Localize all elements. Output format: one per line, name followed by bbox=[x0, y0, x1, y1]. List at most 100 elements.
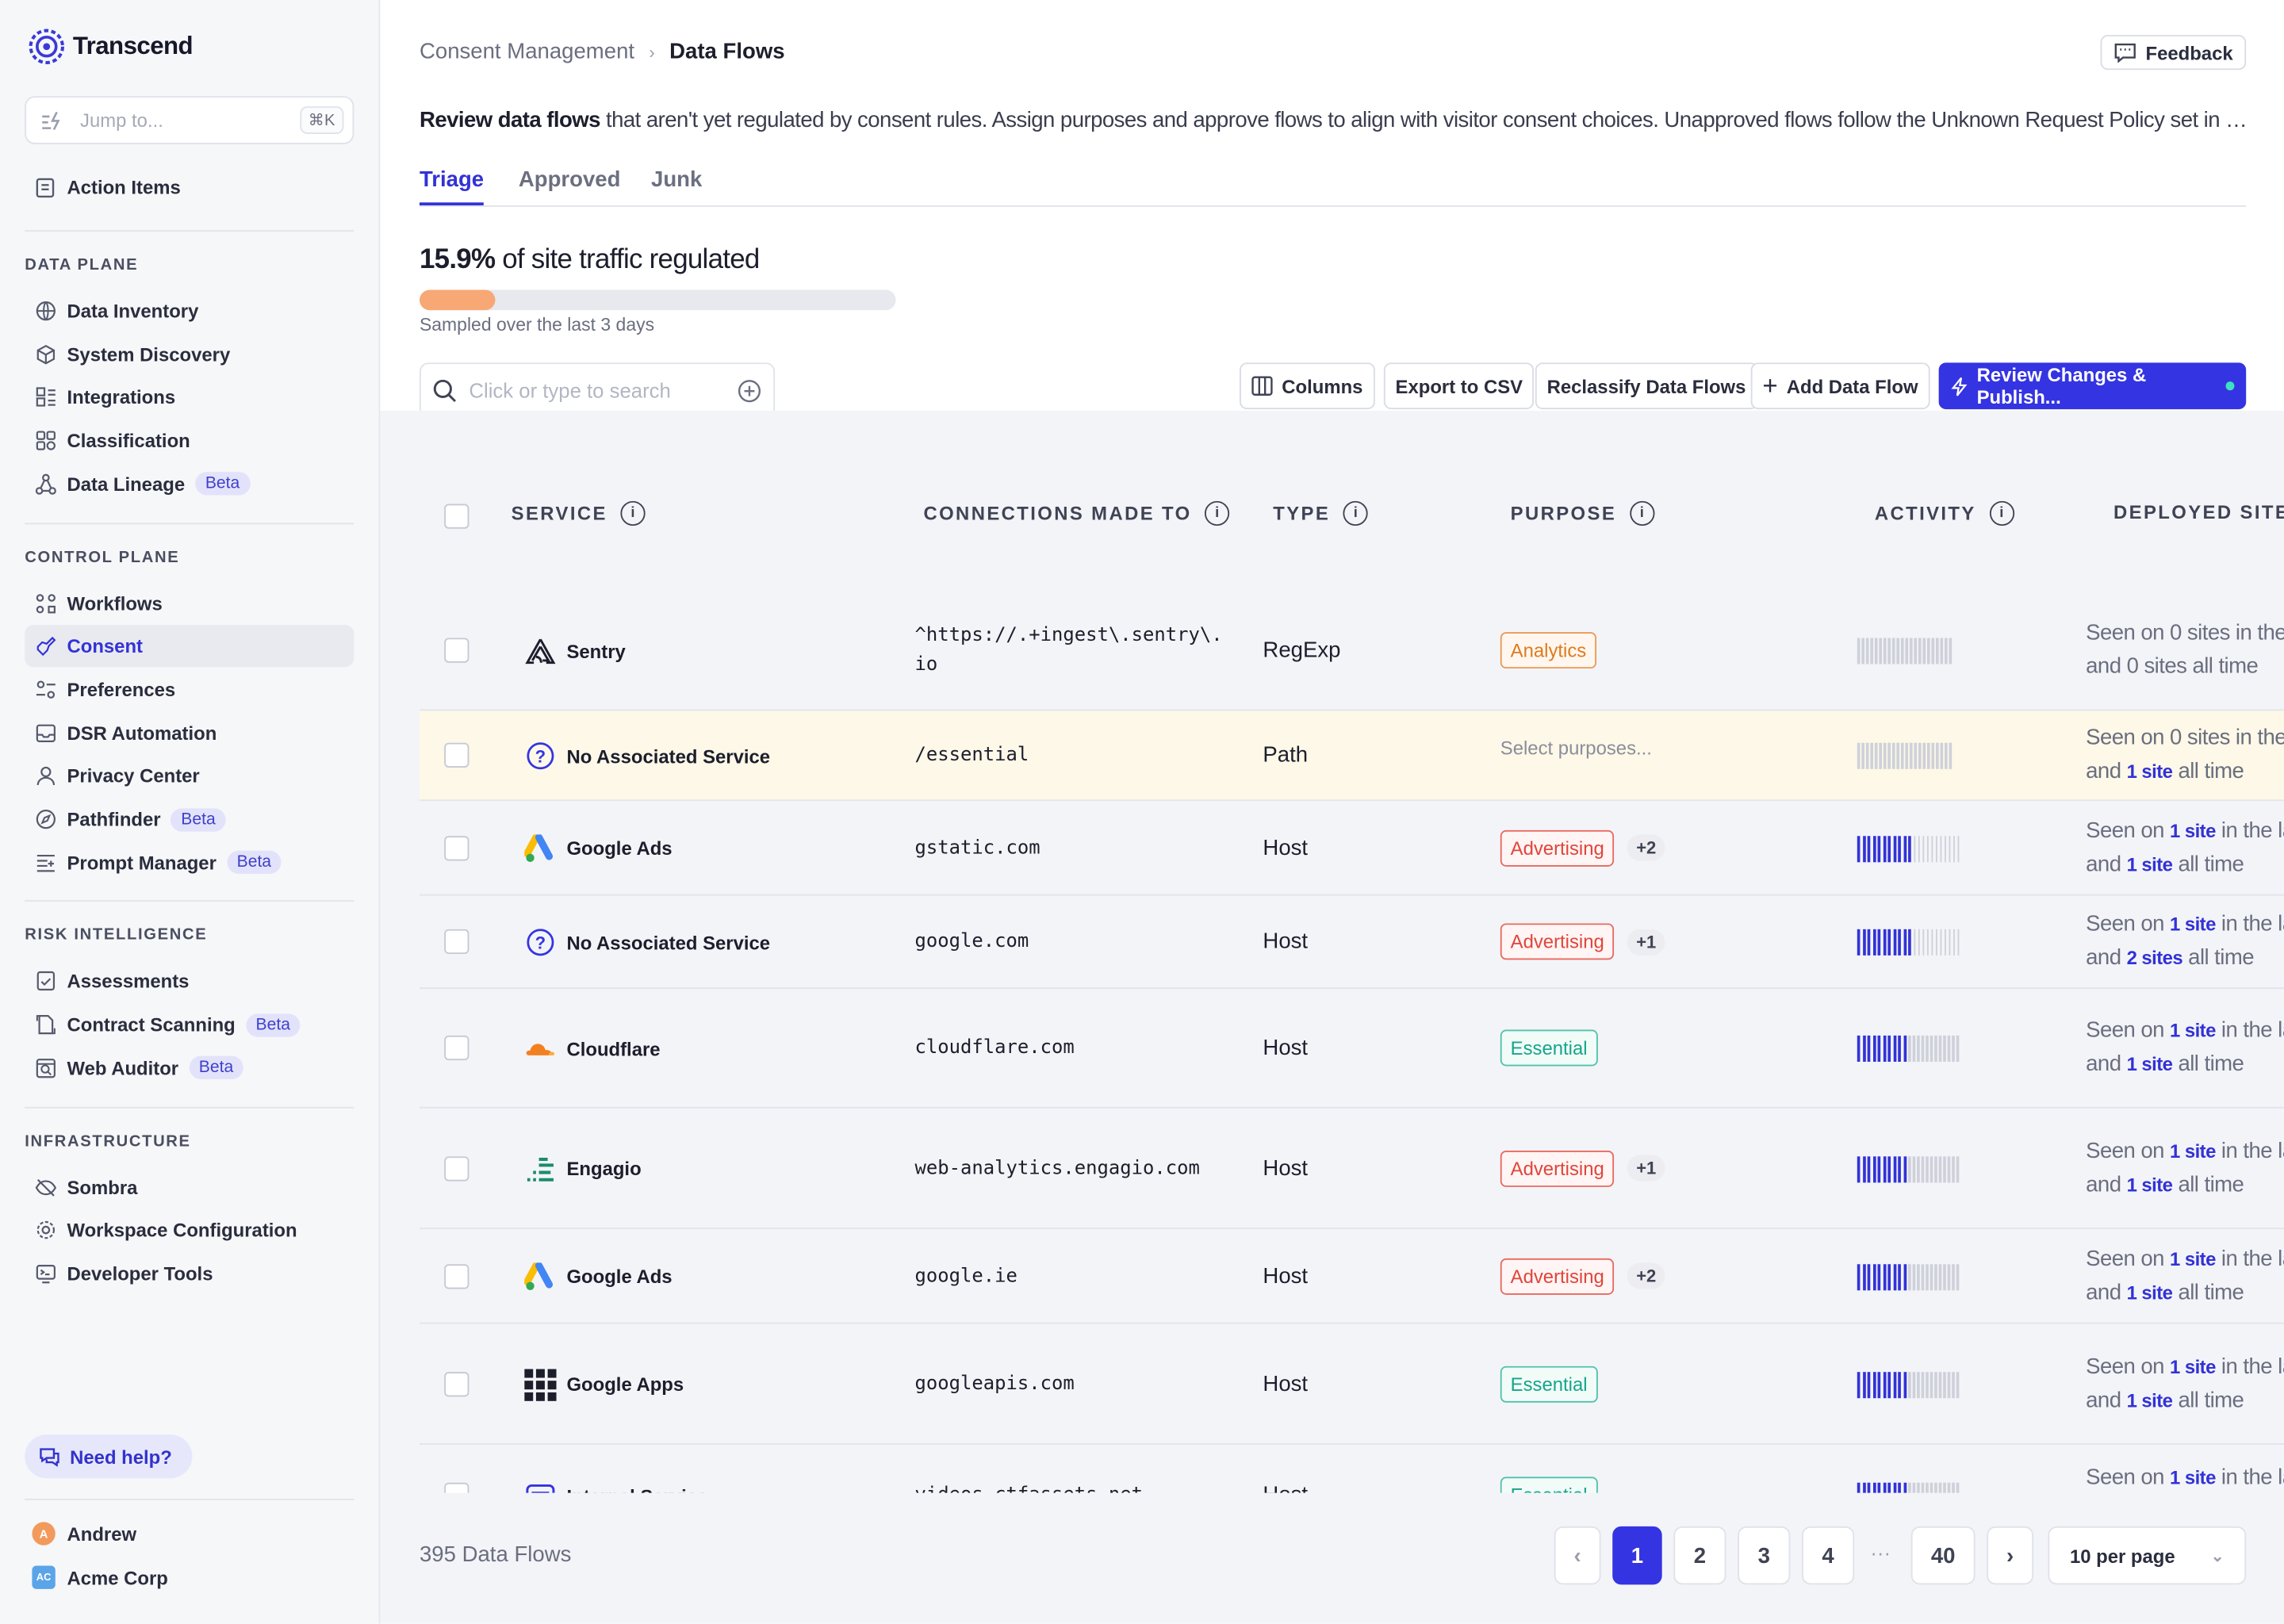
table-row[interactable]: Cloudflare cloudflare.com Host Essential See… bbox=[419, 989, 2284, 1109]
purpose-tag[interactable]: Advertising bbox=[1500, 829, 1615, 866]
column-activity[interactable]: ACTIVITY i bbox=[1875, 500, 2014, 527]
row-checkbox[interactable] bbox=[444, 929, 469, 955]
service-cell[interactable]: ? No Associated Service bbox=[524, 926, 770, 958]
service-cell[interactable]: ? No Associated Service bbox=[524, 740, 770, 772]
purpose-tag[interactable]: Essential bbox=[1500, 1477, 1598, 1493]
prev-page-button[interactable]: ‹ bbox=[1554, 1526, 1601, 1585]
breadcrumb-parent[interactable]: Consent Management bbox=[419, 39, 635, 64]
purpose-tag[interactable]: Essential bbox=[1500, 1365, 1598, 1402]
table-row[interactable]: Engagio web-analytics.engagio.com Host Adve… bbox=[419, 1109, 2284, 1230]
more-purposes-badge[interactable]: +2 bbox=[1627, 834, 1665, 861]
row-checkbox[interactable] bbox=[444, 638, 469, 663]
sidebar-item-web-auditor[interactable]: Web Auditor Beta bbox=[25, 1047, 354, 1089]
reclassify-button[interactable]: Reclassify Data Flows bbox=[1535, 362, 1758, 410]
service-cell[interactable]: Internal Service bbox=[524, 1480, 707, 1493]
row-checkbox[interactable] bbox=[444, 1482, 469, 1493]
purpose-tag[interactable]: Essential bbox=[1500, 1029, 1598, 1067]
page-button-3[interactable]: 3 bbox=[1738, 1526, 1791, 1585]
service-cell[interactable]: Cloudflare bbox=[524, 1032, 661, 1064]
row-checkbox[interactable] bbox=[444, 742, 469, 768]
sites-link[interactable]: 1 site bbox=[2170, 913, 2216, 936]
tab-junk[interactable]: Junk bbox=[651, 167, 703, 193]
sites-link[interactable]: 1 site bbox=[2126, 1388, 2173, 1411]
sidebar-item-integrations[interactable]: Integrations bbox=[25, 377, 354, 419]
export-csv-button[interactable]: Export to CSV bbox=[1383, 362, 1535, 410]
sidebar-item-dsr-automation[interactable]: DSR Automation bbox=[25, 711, 354, 753]
table-row[interactable]: ? No Associated Service google.com Host Adve… bbox=[419, 896, 2284, 990]
jump-to-input[interactable]: Jump to... ⌘K bbox=[25, 96, 354, 144]
info-icon[interactable]: i bbox=[1205, 500, 1230, 527]
transcend-logo[interactable]: Transcend bbox=[26, 26, 194, 67]
search-input[interactable]: Click or type to search bbox=[419, 362, 776, 419]
need-help-button[interactable]: Need help? bbox=[25, 1434, 193, 1479]
per-page-select[interactable]: 10 per page ⌄ bbox=[2048, 1526, 2247, 1585]
page-button-40[interactable]: 40 bbox=[1910, 1526, 1976, 1585]
feedback-button[interactable]: Feedback bbox=[2100, 35, 2247, 71]
page-button-4[interactable]: 4 bbox=[1801, 1526, 1855, 1585]
sidebar-item-data-inventory[interactable]: Data Inventory bbox=[25, 290, 354, 332]
table-row[interactable]: ? No Associated Service/essential Path Sele… bbox=[419, 710, 2284, 802]
info-icon[interactable]: i bbox=[1989, 500, 2014, 527]
sidebar-item-workspace-configuration[interactable]: Workspace Configuration bbox=[25, 1209, 354, 1251]
sites-link[interactable]: 1 site bbox=[2126, 760, 2173, 783]
sidebar-item-privacy-center[interactable]: Privacy Center bbox=[25, 755, 354, 797]
sites-link[interactable]: 1 site bbox=[2170, 1466, 2216, 1489]
more-purposes-badge[interactable]: +1 bbox=[1627, 928, 1665, 955]
purpose-tag[interactable]: Advertising bbox=[1500, 1150, 1615, 1186]
tab-triage[interactable]: Triage bbox=[419, 167, 485, 205]
sidebar-item-prompt-manager[interactable]: Prompt Manager Beta bbox=[25, 841, 354, 883]
more-purposes-badge[interactable]: +1 bbox=[1627, 1155, 1665, 1182]
table-row[interactable]: Sentry ^https://.+ingest\.sentry\. io RegEx… bbox=[419, 592, 2284, 711]
sidebar-item-sombra[interactable]: Sombra bbox=[25, 1166, 354, 1208]
select-all-checkbox[interactable] bbox=[444, 504, 469, 529]
next-page-button[interactable]: › bbox=[1987, 1526, 2034, 1585]
sidebar-item-classification[interactable]: Classification bbox=[25, 419, 354, 462]
sidebar-item-workflows[interactable]: Workflows bbox=[25, 582, 354, 624]
more-purposes-badge[interactable]: +2 bbox=[1627, 1262, 1665, 1289]
sidebar-item-preferences[interactable]: Preferences bbox=[25, 668, 354, 710]
columns-button[interactable]: Columns bbox=[1240, 362, 1375, 410]
sidebar-item-assessments[interactable]: Assessments bbox=[25, 960, 354, 1002]
sites-link[interactable]: 1 site bbox=[2170, 1247, 2216, 1270]
sidebar-item-system-discovery[interactable]: System Discovery bbox=[25, 333, 354, 375]
sites-link[interactable]: 1 site bbox=[2170, 1139, 2216, 1162]
page-button-1[interactable]: 1 bbox=[1612, 1526, 1662, 1585]
select-purposes-dropdown[interactable]: Select purposes... bbox=[1500, 737, 1652, 759]
service-cell[interactable]: Google Ads bbox=[524, 833, 673, 864]
column-service[interactable]: SERVICE i bbox=[512, 500, 646, 527]
sidebar-item-data-lineage[interactable]: Data Lineage Beta bbox=[25, 463, 354, 505]
sidebar-item-consent[interactable]: Consent bbox=[25, 625, 354, 668]
sidebar-item-pathfinder[interactable]: Pathfinder Beta bbox=[25, 799, 354, 841]
service-cell[interactable]: Sentry bbox=[524, 635, 626, 667]
add-data-flow-button[interactable]: + Add Data Flow bbox=[1750, 362, 1930, 410]
review-publish-button[interactable]: Review Changes & Publish... bbox=[1938, 362, 2247, 410]
row-checkbox[interactable] bbox=[444, 1263, 469, 1289]
row-checkbox[interactable] bbox=[444, 1155, 469, 1181]
row-checkbox[interactable] bbox=[444, 1035, 469, 1061]
sites-link[interactable]: 1 site bbox=[2170, 1355, 2216, 1377]
table-row[interactable]: Google Apps googleapis.com Host Essential Se… bbox=[419, 1324, 2284, 1446]
page-button-2[interactable]: 2 bbox=[1673, 1526, 1726, 1585]
purpose-tag[interactable]: Advertising bbox=[1500, 923, 1615, 960]
sites-link[interactable]: 1 site bbox=[2126, 1281, 2173, 1303]
sites-link[interactable]: 1 site bbox=[2170, 1019, 2216, 1042]
purpose-tag[interactable]: Analytics bbox=[1500, 632, 1597, 669]
purpose-tag[interactable]: Advertising bbox=[1500, 1257, 1615, 1294]
info-icon[interactable]: i bbox=[620, 500, 646, 527]
service-cell[interactable]: Google Apps bbox=[524, 1368, 684, 1400]
info-icon[interactable]: i bbox=[1343, 500, 1368, 527]
row-checkbox[interactable] bbox=[444, 835, 469, 860]
table-row[interactable]: Google Ads google.ie Host Advertising +2 Seen… bbox=[419, 1229, 2284, 1324]
column-deployed-sites[interactable]: DEPLOYED SITES bbox=[2113, 501, 2284, 523]
service-cell[interactable]: Engagio bbox=[524, 1153, 642, 1185]
sites-link[interactable]: 1 site bbox=[2170, 819, 2216, 841]
info-icon[interactable]: i bbox=[1629, 500, 1654, 527]
column-type[interactable]: TYPE i bbox=[1273, 500, 1368, 527]
org-switcher[interactable]: AC Acme Corp bbox=[32, 1565, 168, 1589]
row-checkbox[interactable] bbox=[444, 1371, 469, 1396]
sidebar-item-action-items[interactable]: Action Items bbox=[25, 166, 354, 208]
sites-link[interactable]: 1 site bbox=[2126, 852, 2173, 875]
sidebar-item-developer-tools[interactable]: Developer Tools bbox=[25, 1252, 354, 1294]
sidebar-item-contract-scanning[interactable]: Contract Scanning Beta bbox=[25, 1004, 354, 1046]
sites-link[interactable]: 1 site bbox=[2126, 1173, 2173, 1196]
